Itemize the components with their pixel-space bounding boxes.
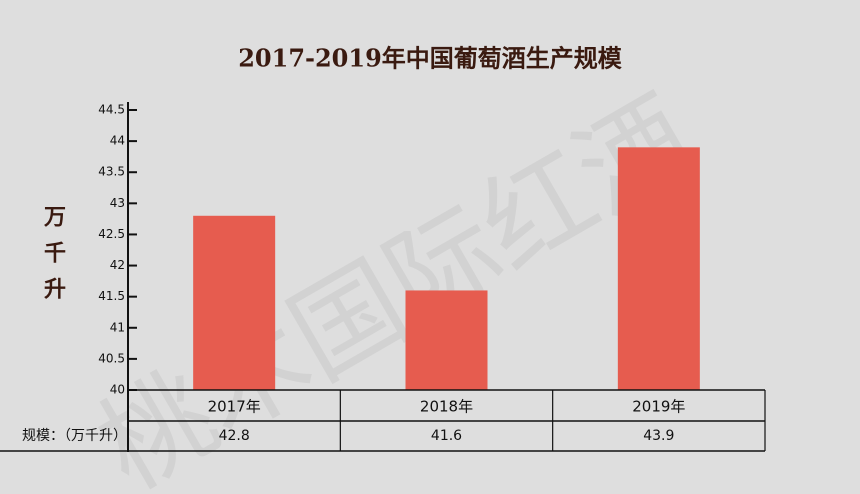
y-tick-label: 41 [110,320,125,334]
y-tick-label: 42.5 [98,227,125,241]
x-tick-label: 2018年 [420,398,473,416]
y-tick-label: 41.5 [98,289,125,303]
bar [193,215,276,390]
y-tick-label: 44.5 [98,103,125,117]
y-tick-label: 43.5 [98,165,125,179]
x-tick-label: 2017年 [208,398,261,416]
y-tick-label: 40.5 [98,351,125,365]
y-tick-label: 42 [110,258,125,272]
table-value: 43.9 [643,428,674,444]
table-value: 41.6 [431,428,462,444]
table-row-label: 规模：（万千升） [22,428,127,444]
bar [405,290,488,390]
y-tick-label: 40 [110,383,125,397]
chart-title: 2017-2019年中国葡萄酒生产规模 [238,44,623,73]
y-tick-label: 43 [110,196,125,210]
x-tick-label: 2019年 [632,398,685,416]
bar [617,147,700,390]
table-value: 42.8 [219,428,250,444]
y-axis-label: 万千升 [40,205,67,313]
y-tick-label: 44 [110,134,125,148]
